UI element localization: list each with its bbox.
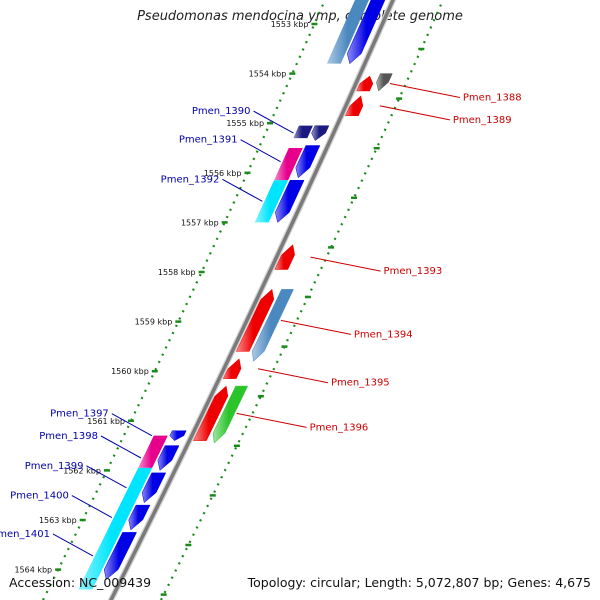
gene-label: Pmen_1395 [331,378,390,389]
leader-line [236,412,307,428]
leader-line [310,256,381,272]
forward-scale-track [41,0,327,600]
forward-gene-arrow [346,0,386,65]
leader-line [111,413,153,437]
forward-gene-arrow [311,125,330,141]
scale-tick-label: 1560 kbp [111,367,149,376]
forward-gene-arrow [157,445,180,471]
gene-label: Pmen_1389 [453,115,512,126]
forward-gene-arrow [169,430,187,441]
reverse-feature-arrow [252,289,294,362]
reverse-gene-arrow [274,244,295,270]
leader-line [389,83,461,99]
forward-gene-arrow [128,504,151,531]
reverse-feature-arrow [212,385,249,444]
scale-tick-label: 1557 kbp [181,218,219,227]
leader-line [240,139,281,163]
gene-label: Pmen_1400 [10,491,69,502]
forward-feature-bar [274,148,303,181]
leader-line [253,110,294,134]
forward-gene-arrow [275,179,305,223]
reverse-gene-arrow [222,358,242,379]
scale-tick-label: 1554 kbp [249,70,287,79]
accession-text: Accession: NC_009439 [9,575,152,590]
gene-label: Pmen_1397 [50,409,109,420]
forward-gene-arrow [141,472,167,504]
leader-line [222,178,263,202]
forward-feature-bar [78,467,153,590]
gene-label: Pmen_1392 [161,174,220,185]
genome-backbone [109,0,395,600]
scale-tick-label: 1561 kbp [87,417,125,426]
leader-line [100,435,142,459]
reverse-scale-track [159,0,445,600]
leader-line [280,319,352,335]
gene-label: Pmen_1391 [179,135,238,146]
scale-tick-label: 1553 kbp [271,20,309,29]
gene-label: Pmen_1401 [0,529,50,540]
scale-tick-label: 1563 kbp [39,516,77,525]
gene-label: Pmen_1393 [384,266,443,277]
forward-feature-bar [293,125,313,139]
scale-tick-label: 1555 kbp [226,119,264,128]
scale-tick-label: 1558 kbp [158,268,196,277]
scale-tick-label: 1564 kbp [14,566,52,575]
forward-gene-arrow [103,532,137,580]
gene-label: Pmen_1388 [463,93,522,104]
forward-feature-bar [326,0,369,64]
leader-line [379,105,450,121]
reverse-gene-arrow [356,75,374,92]
leader-line [71,495,113,518]
reverse-gene-arrow [193,385,229,441]
scale-tick-label: 1562 kbp [63,466,101,475]
genome-summary-text: Topology: circular; Length: 5,072,807 bp… [247,575,591,590]
leader-line [257,368,329,384]
reverse-gene-arrow [345,95,364,117]
scale-tick-label: 1559 kbp [135,318,173,327]
gene-label: Pmen_1390 [192,106,251,117]
gene-label: Pmen_1394 [354,329,413,340]
forward-feature-bar [138,435,168,468]
gene-label: Pmen_1398 [39,431,98,442]
reverse-gene-arrow [235,288,275,352]
scale-tick-label: 1556 kbp [204,169,242,178]
reverse-feature-arrow [376,73,393,92]
leader-line [86,465,127,489]
forward-gene-arrow [295,145,321,179]
leader-line [52,533,94,557]
forward-feature-bar [254,180,289,223]
gene-label: Pmen_1396 [310,422,369,433]
gene-label: Pmen_1399 [25,461,84,472]
